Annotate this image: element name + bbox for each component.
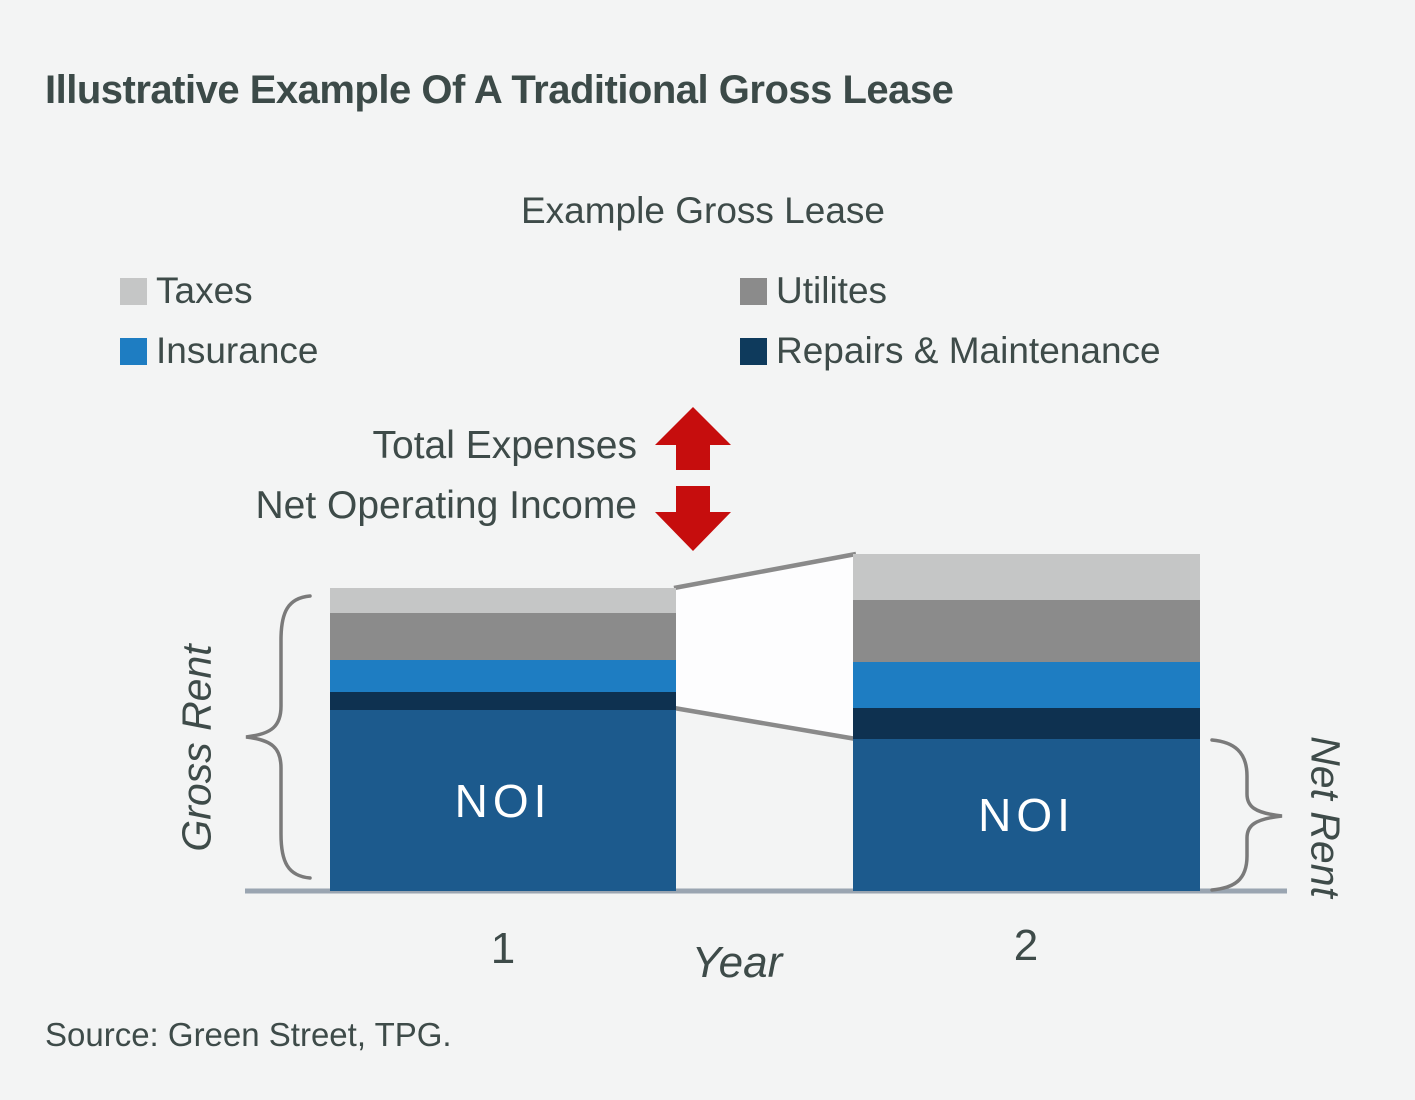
connector-line-bottom [673, 705, 857, 742]
segment-utilites [853, 600, 1200, 662]
legend-item-repairs-maintenance: Repairs & Maintenance [740, 330, 1300, 372]
legend-item-insurance: Insurance [120, 330, 740, 372]
legend-label: Taxes [156, 270, 253, 311]
legend-item-taxes: Taxes [120, 270, 740, 312]
taxes-swatch-icon [120, 277, 147, 305]
stacked-bar-year-1: NOI [330, 588, 676, 891]
segment-taxes [853, 554, 1200, 600]
legend-item-utilites: Utilites [740, 270, 1300, 312]
noi-value-label: NOI [978, 789, 1075, 841]
gross-rent-brace [245, 594, 312, 880]
gross-rent-label: Gross Rent [173, 644, 220, 852]
x-tick-year-1: 1 [490, 924, 516, 973]
source-note: Source: Green Street, TPG. [45, 1016, 452, 1053]
repairs-maintenance-swatch-icon [740, 337, 767, 365]
legend-label: Repairs & Maintenance [776, 330, 1161, 371]
total-expenses-label: Total Expenses [372, 424, 638, 467]
segment-repairs-maintenance [330, 692, 676, 710]
segment-taxes [330, 588, 676, 613]
legend-label: Insurance [156, 330, 319, 371]
segment-insurance [330, 660, 676, 692]
page-title: Illustrative Example Of A Traditional Gr… [45, 68, 954, 112]
net-rent-brace [1210, 738, 1283, 892]
segment-insurance [853, 662, 1200, 708]
chart-title: Example Gross Lease [520, 190, 885, 231]
segment-noi: NOI [330, 710, 676, 891]
connector-line-top [673, 551, 857, 591]
x-tick-year-2: 2 [1013, 921, 1039, 970]
net-operating-income-label: Net Operating Income [255, 484, 637, 527]
expense-growth-wedge [676, 555, 855, 738]
stacked-bar-year-2: NOI [853, 554, 1200, 891]
insurance-swatch-icon [120, 337, 147, 365]
noi-value-label: NOI [454, 774, 552, 827]
legend-label: Utilites [776, 270, 888, 311]
segment-utilites [330, 613, 676, 660]
segment-noi: NOI [853, 739, 1200, 891]
chart-legend: Taxes Utilites Insurance Repairs & Maint… [120, 270, 1300, 372]
net-rent-label: Net Rent [1302, 736, 1349, 898]
utilites-swatch-icon [740, 277, 767, 305]
segment-repairs-maintenance [853, 708, 1200, 739]
x-axis-title: Year [691, 938, 783, 987]
arrow-down-icon [655, 486, 731, 551]
arrow-up-icon [655, 407, 731, 470]
